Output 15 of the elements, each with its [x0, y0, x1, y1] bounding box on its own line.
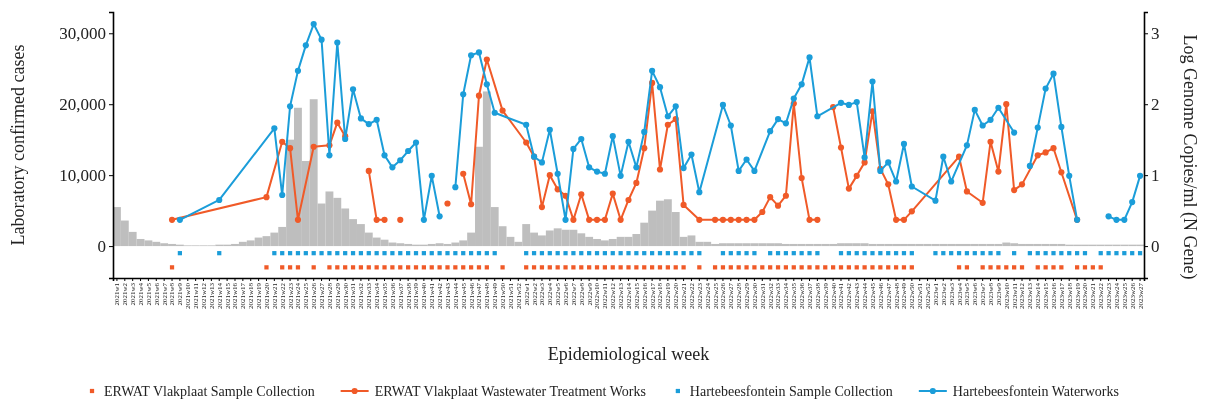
y2-tick-label: 2 — [1151, 95, 1160, 115]
legend-label: Hartebeesfontein Sample Collection — [689, 383, 893, 399]
y2-tick-label: 0 — [1151, 237, 1160, 257]
y2-tick-label: 3 — [1151, 24, 1160, 44]
legend-label: ERWAT Vlakplaat Wastewater Treatment Works — [374, 383, 646, 399]
y-tick-label: 30,000 — [59, 24, 106, 44]
y-tick-label: 0 — [97, 237, 106, 257]
y-tick-label: 10,000 — [59, 166, 106, 186]
y2-axis-title: Log Genome Copies/ml (N Gene) — [1179, 34, 1200, 280]
y2-tick-label: 1 — [1151, 166, 1160, 186]
legend-label: Hartebeesfontein Waterworks — [952, 383, 1119, 399]
legend-label: ERWAT Vlakplaat Sample Collection — [104, 383, 315, 399]
y-axis-title: Laboratory confirmed cases — [8, 44, 28, 246]
y-tick-label: 20,000 — [59, 95, 106, 115]
x-axis-title: Epidemiological week — [547, 344, 710, 364]
